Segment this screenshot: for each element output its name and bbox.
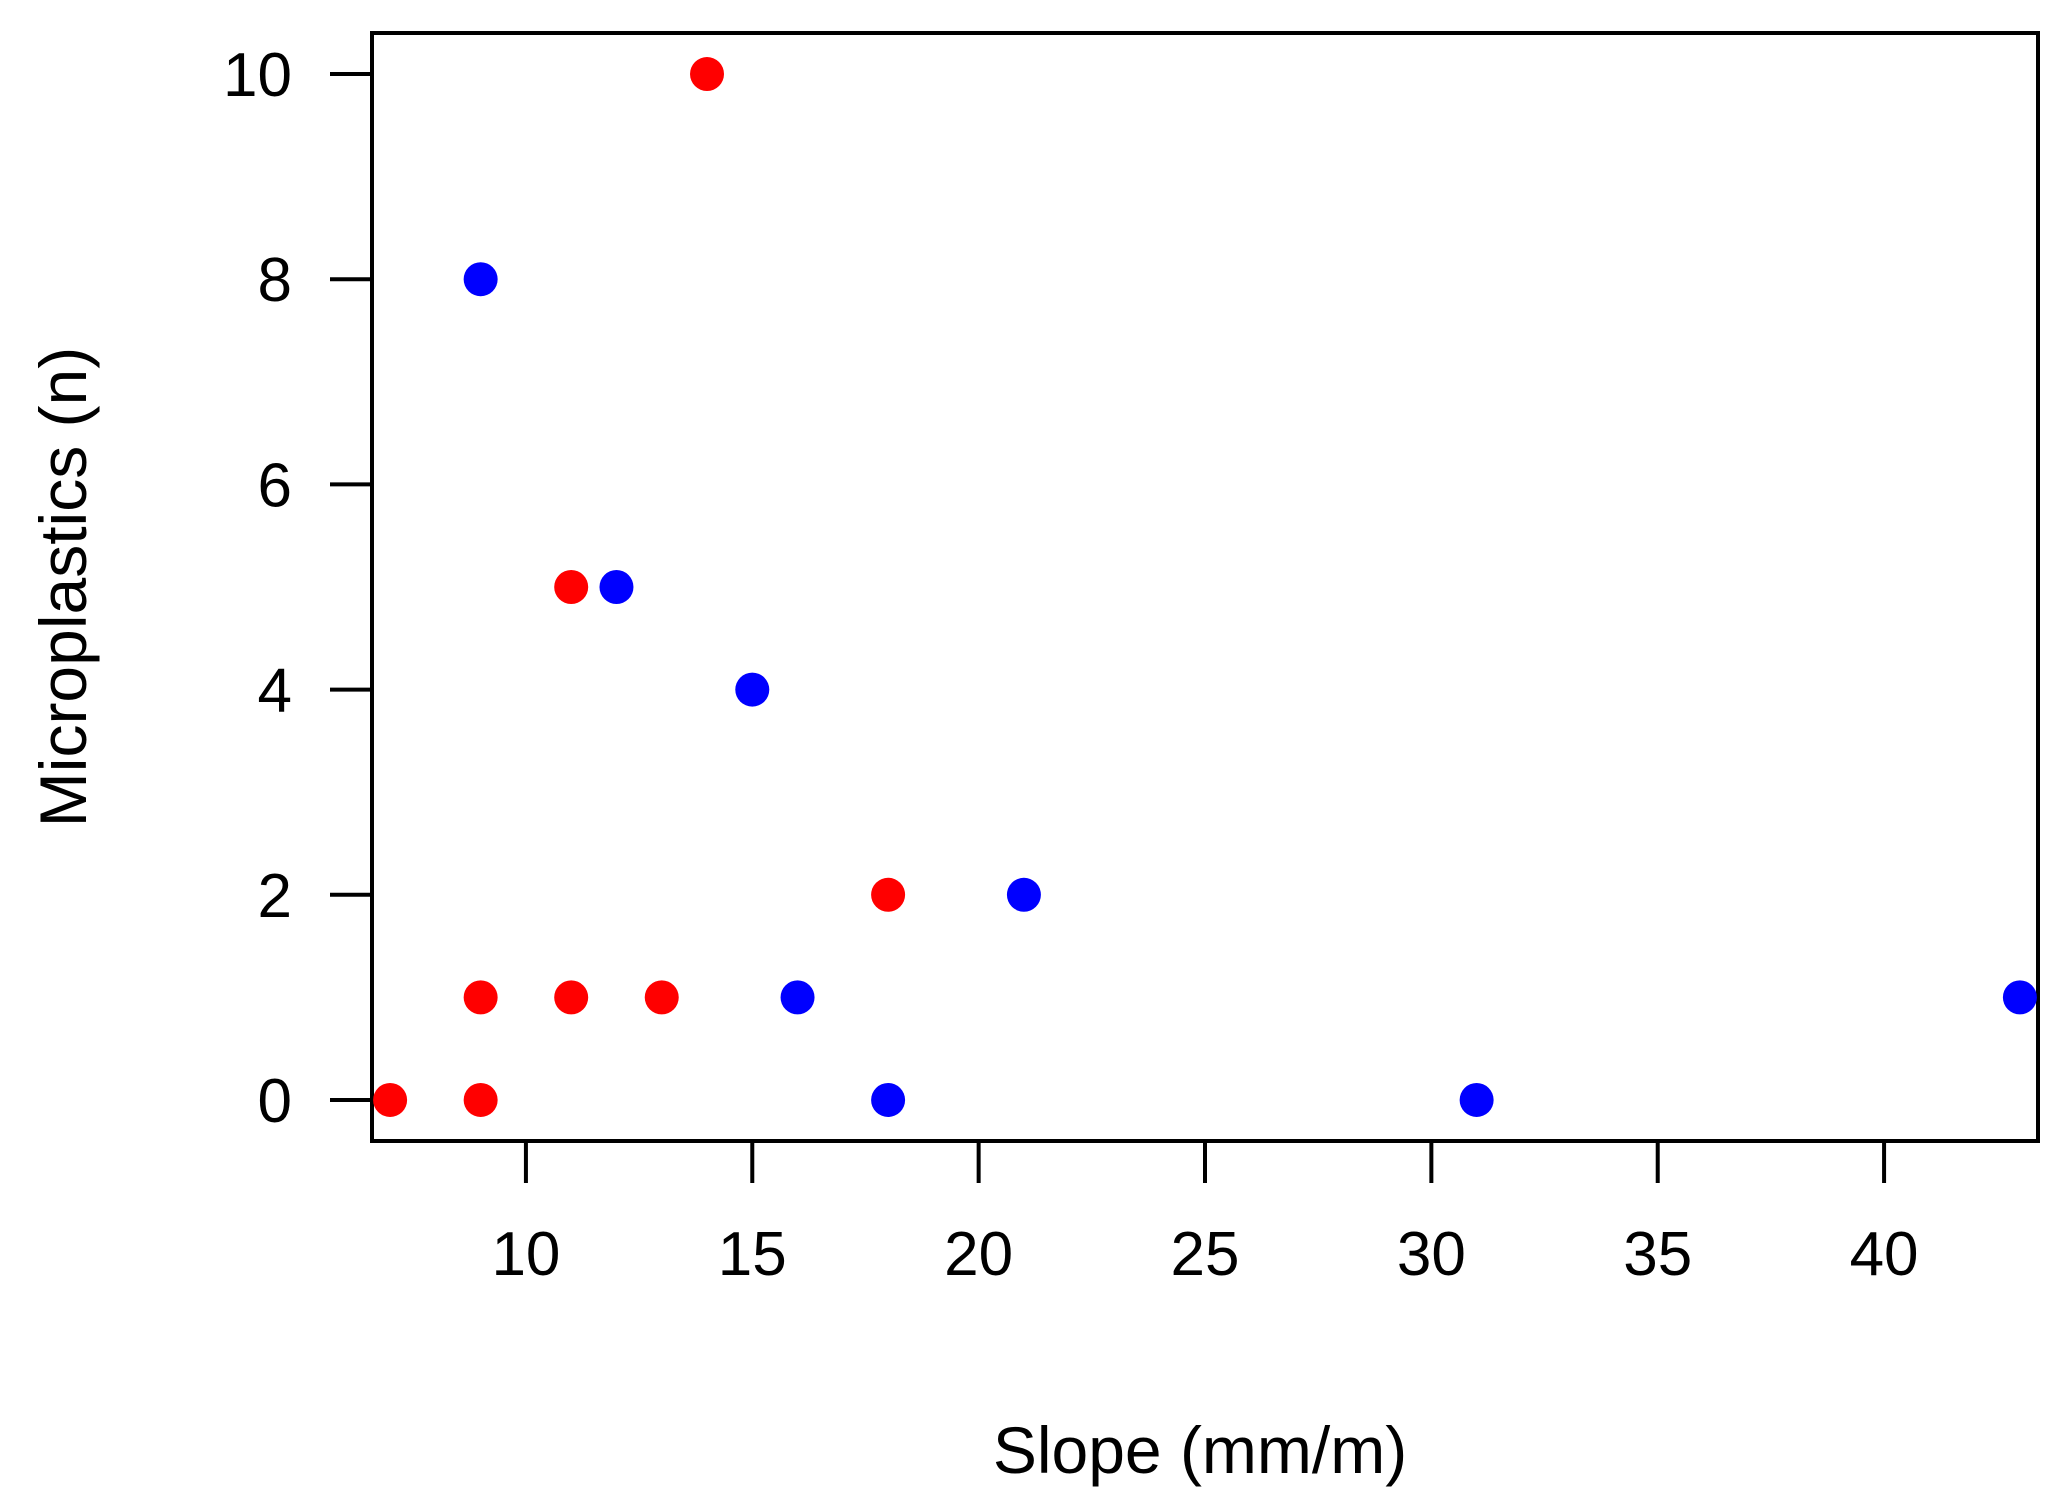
data-point-red: [871, 877, 906, 912]
data-point-blue: [871, 1082, 906, 1117]
data-point-red: [463, 1082, 498, 1117]
data-point-red: [463, 980, 498, 1015]
data-point-blue: [2002, 980, 2037, 1015]
x-tick-label: 10: [491, 1220, 560, 1289]
data-point-blue: [1459, 1082, 1494, 1117]
x-axis-title: Slope (mm/m): [993, 1413, 1407, 1487]
y-tick-label: 0: [258, 1067, 292, 1136]
x-tick-label: 15: [718, 1220, 787, 1289]
y-tick-label: 2: [258, 862, 292, 931]
data-point-red: [554, 570, 589, 604]
data-point-blue: [735, 672, 770, 707]
x-axis: 10 15 20 25 30 35 40: [491, 1141, 1919, 1289]
y-tick-label: 4: [258, 657, 292, 726]
data-point-red: [690, 57, 725, 92]
series-red: [373, 57, 906, 1117]
x-tick-label: 40: [1850, 1220, 1919, 1289]
data-point-red: [373, 1082, 408, 1117]
y-tick-label: 8: [258, 246, 292, 315]
series-blue: [463, 262, 2037, 1117]
data-point-red: [554, 980, 589, 1015]
data-points: [373, 57, 2037, 1117]
x-tick-label: 35: [1623, 1220, 1692, 1289]
x-tick-label: 30: [1397, 1220, 1466, 1289]
y-tick-label: 6: [258, 451, 292, 520]
data-point-blue: [463, 262, 498, 297]
data-point-red: [644, 980, 679, 1015]
data-point-blue: [780, 980, 815, 1015]
data-point-blue: [1006, 877, 1041, 912]
y-tick-label: 10: [223, 41, 292, 110]
x-tick-label: 25: [1171, 1220, 1240, 1289]
data-point-blue: [599, 570, 634, 604]
x-tick-label: 20: [944, 1220, 1013, 1289]
y-axis-title: Microplastics (n): [26, 347, 100, 827]
y-axis: 0 2 4 6 8 10: [223, 41, 372, 1136]
